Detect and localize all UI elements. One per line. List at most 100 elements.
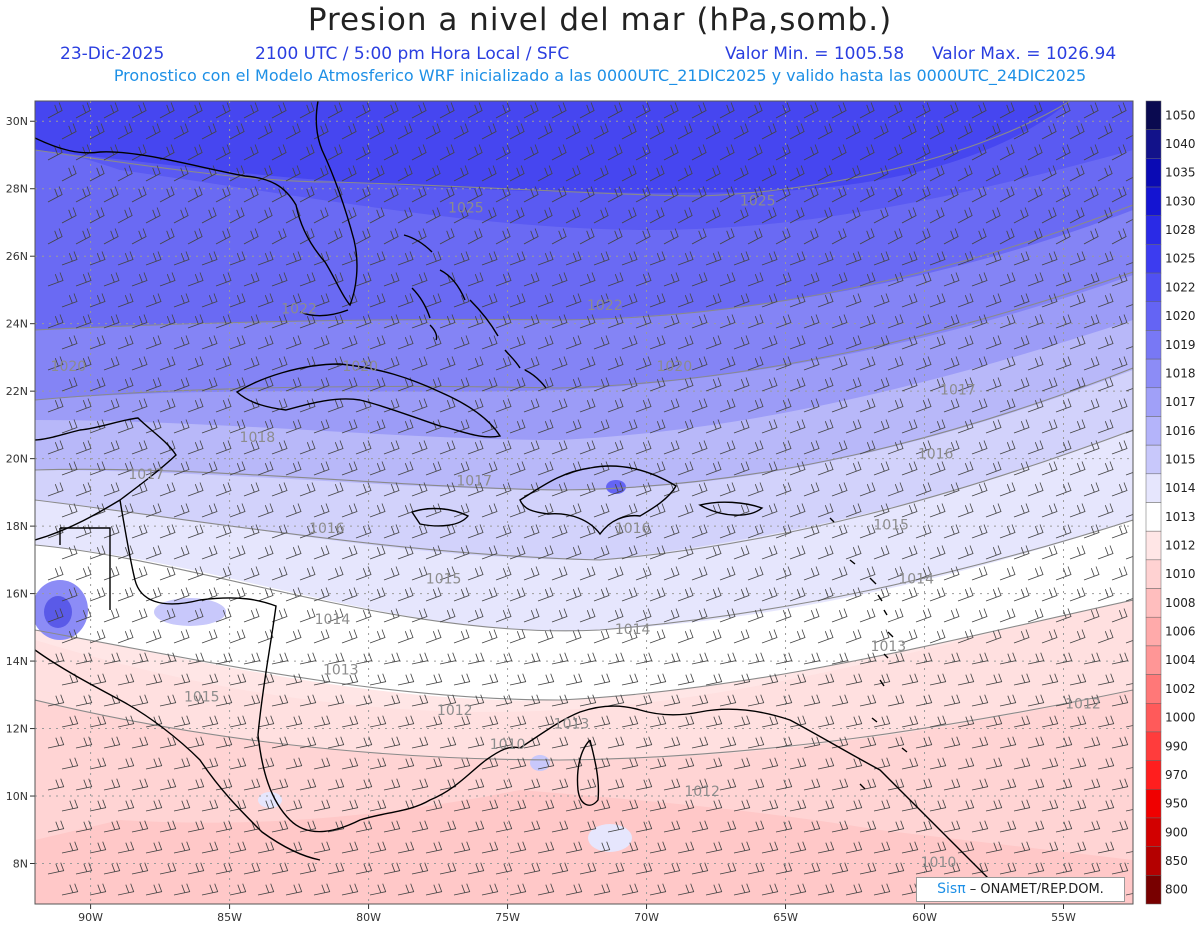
wind-barb: [733, 629, 750, 644]
wind-barb: [663, 524, 680, 539]
wind-barb: [131, 694, 149, 707]
wind-barb: [285, 757, 303, 770]
wind-barb: [439, 778, 457, 791]
wind-barb: [1055, 566, 1072, 581]
wind-barb: [467, 356, 484, 371]
wind-barb: [397, 419, 414, 434]
wind-barb: [1027, 398, 1044, 413]
wind-barb: [103, 272, 120, 287]
colorbar-swatch: [1145, 760, 1162, 790]
wind-barb: [495, 524, 512, 539]
wind-barb: [173, 587, 190, 602]
wind-barb: [999, 440, 1016, 455]
wind-barb: [397, 545, 414, 560]
wind-barb: [439, 144, 455, 161]
wind-barb: [313, 673, 331, 686]
wind-barb: [117, 841, 135, 854]
wind-barb: [663, 314, 680, 329]
wind-barb: [1027, 778, 1045, 791]
wind-barb: [831, 272, 848, 287]
wind-barb: [299, 608, 316, 623]
wind-barb: [1041, 123, 1057, 140]
wind-barb: [173, 503, 190, 518]
wind-barb: [635, 652, 653, 665]
wind-barb: [523, 440, 540, 455]
wind-barb: [117, 207, 133, 224]
wind-barb: [537, 461, 554, 476]
wind-barb: [593, 673, 611, 686]
wind-barb: [285, 629, 302, 644]
wind-barb: [873, 377, 890, 392]
wind-barb: [551, 694, 569, 707]
wind-barb: [845, 207, 861, 224]
wind-barb: [159, 144, 175, 161]
wind-barb: [537, 629, 554, 644]
wind-barb: [873, 123, 889, 140]
wind-barb: [411, 652, 429, 665]
wind-barb: [271, 820, 289, 833]
wind-barb: [733, 123, 749, 140]
wind-barb: [817, 673, 835, 686]
wind-barb: [243, 144, 259, 161]
colorbar-label: 1014: [1165, 481, 1196, 495]
lat-label: 8N: [13, 858, 28, 871]
wind-barb: [1111, 482, 1128, 497]
wind-barb: [1013, 251, 1030, 266]
wind-barb: [383, 102, 399, 119]
wind-barb: [215, 524, 232, 539]
wind-barb: [187, 228, 203, 245]
wind-barb: [999, 694, 1017, 707]
wind-barb: [999, 356, 1016, 371]
wind-barb: [943, 398, 960, 413]
wind-barb: [201, 503, 218, 518]
wind-barb: [915, 608, 932, 623]
wind-barb: [285, 673, 303, 686]
wind-barb: [663, 608, 680, 623]
wind-barb: [313, 841, 331, 854]
south-america-coast: [519, 705, 1001, 891]
wind-barb: [551, 566, 568, 581]
wind-barb: [327, 652, 345, 665]
wind-barb: [803, 314, 820, 329]
wind-barb: [607, 102, 623, 119]
wind-barb: [117, 715, 135, 728]
wind-barb: [75, 102, 91, 119]
wind-barb: [551, 652, 569, 665]
wind-barb: [425, 883, 443, 896]
wind-barb: [859, 356, 876, 371]
wind-barb: [607, 524, 624, 539]
wind-barb: [397, 251, 414, 266]
wind-barb: [663, 820, 681, 833]
colorbar-swatch: [1145, 731, 1162, 761]
wind-barb: [761, 207, 777, 224]
wind-barb: [425, 123, 441, 140]
wind-barb: [201, 883, 219, 896]
wind-barb: [425, 207, 441, 224]
wind-barb: [593, 757, 611, 770]
wind-barb: [677, 251, 694, 266]
wind-barb: [341, 545, 358, 560]
wind-barb: [873, 251, 890, 266]
wind-barb: [75, 736, 93, 749]
wind-barb: [159, 694, 177, 707]
wind-barb: [747, 652, 765, 665]
wind-barb: [47, 228, 63, 245]
wind-barb: [747, 356, 764, 371]
colorbar-label: 1015: [1165, 452, 1196, 466]
wind-barb: [145, 883, 163, 896]
wind-barb: [425, 673, 443, 686]
wind-barb: [649, 207, 665, 224]
wind-barb: [523, 144, 539, 161]
wind-barb: [89, 757, 107, 770]
wind-barb: [831, 608, 848, 623]
wind-barb: [187, 398, 204, 413]
wind-barb: [243, 356, 260, 371]
isobar-label: 1017: [940, 383, 976, 399]
wind-barb: [1027, 440, 1044, 455]
wind-barb: [831, 524, 848, 539]
wind-barb: [257, 673, 275, 686]
wind-barb: [1111, 652, 1129, 665]
wind-barb: [243, 694, 261, 707]
wind-barb: [1125, 547, 1133, 560]
wind-barb: [985, 165, 1001, 182]
